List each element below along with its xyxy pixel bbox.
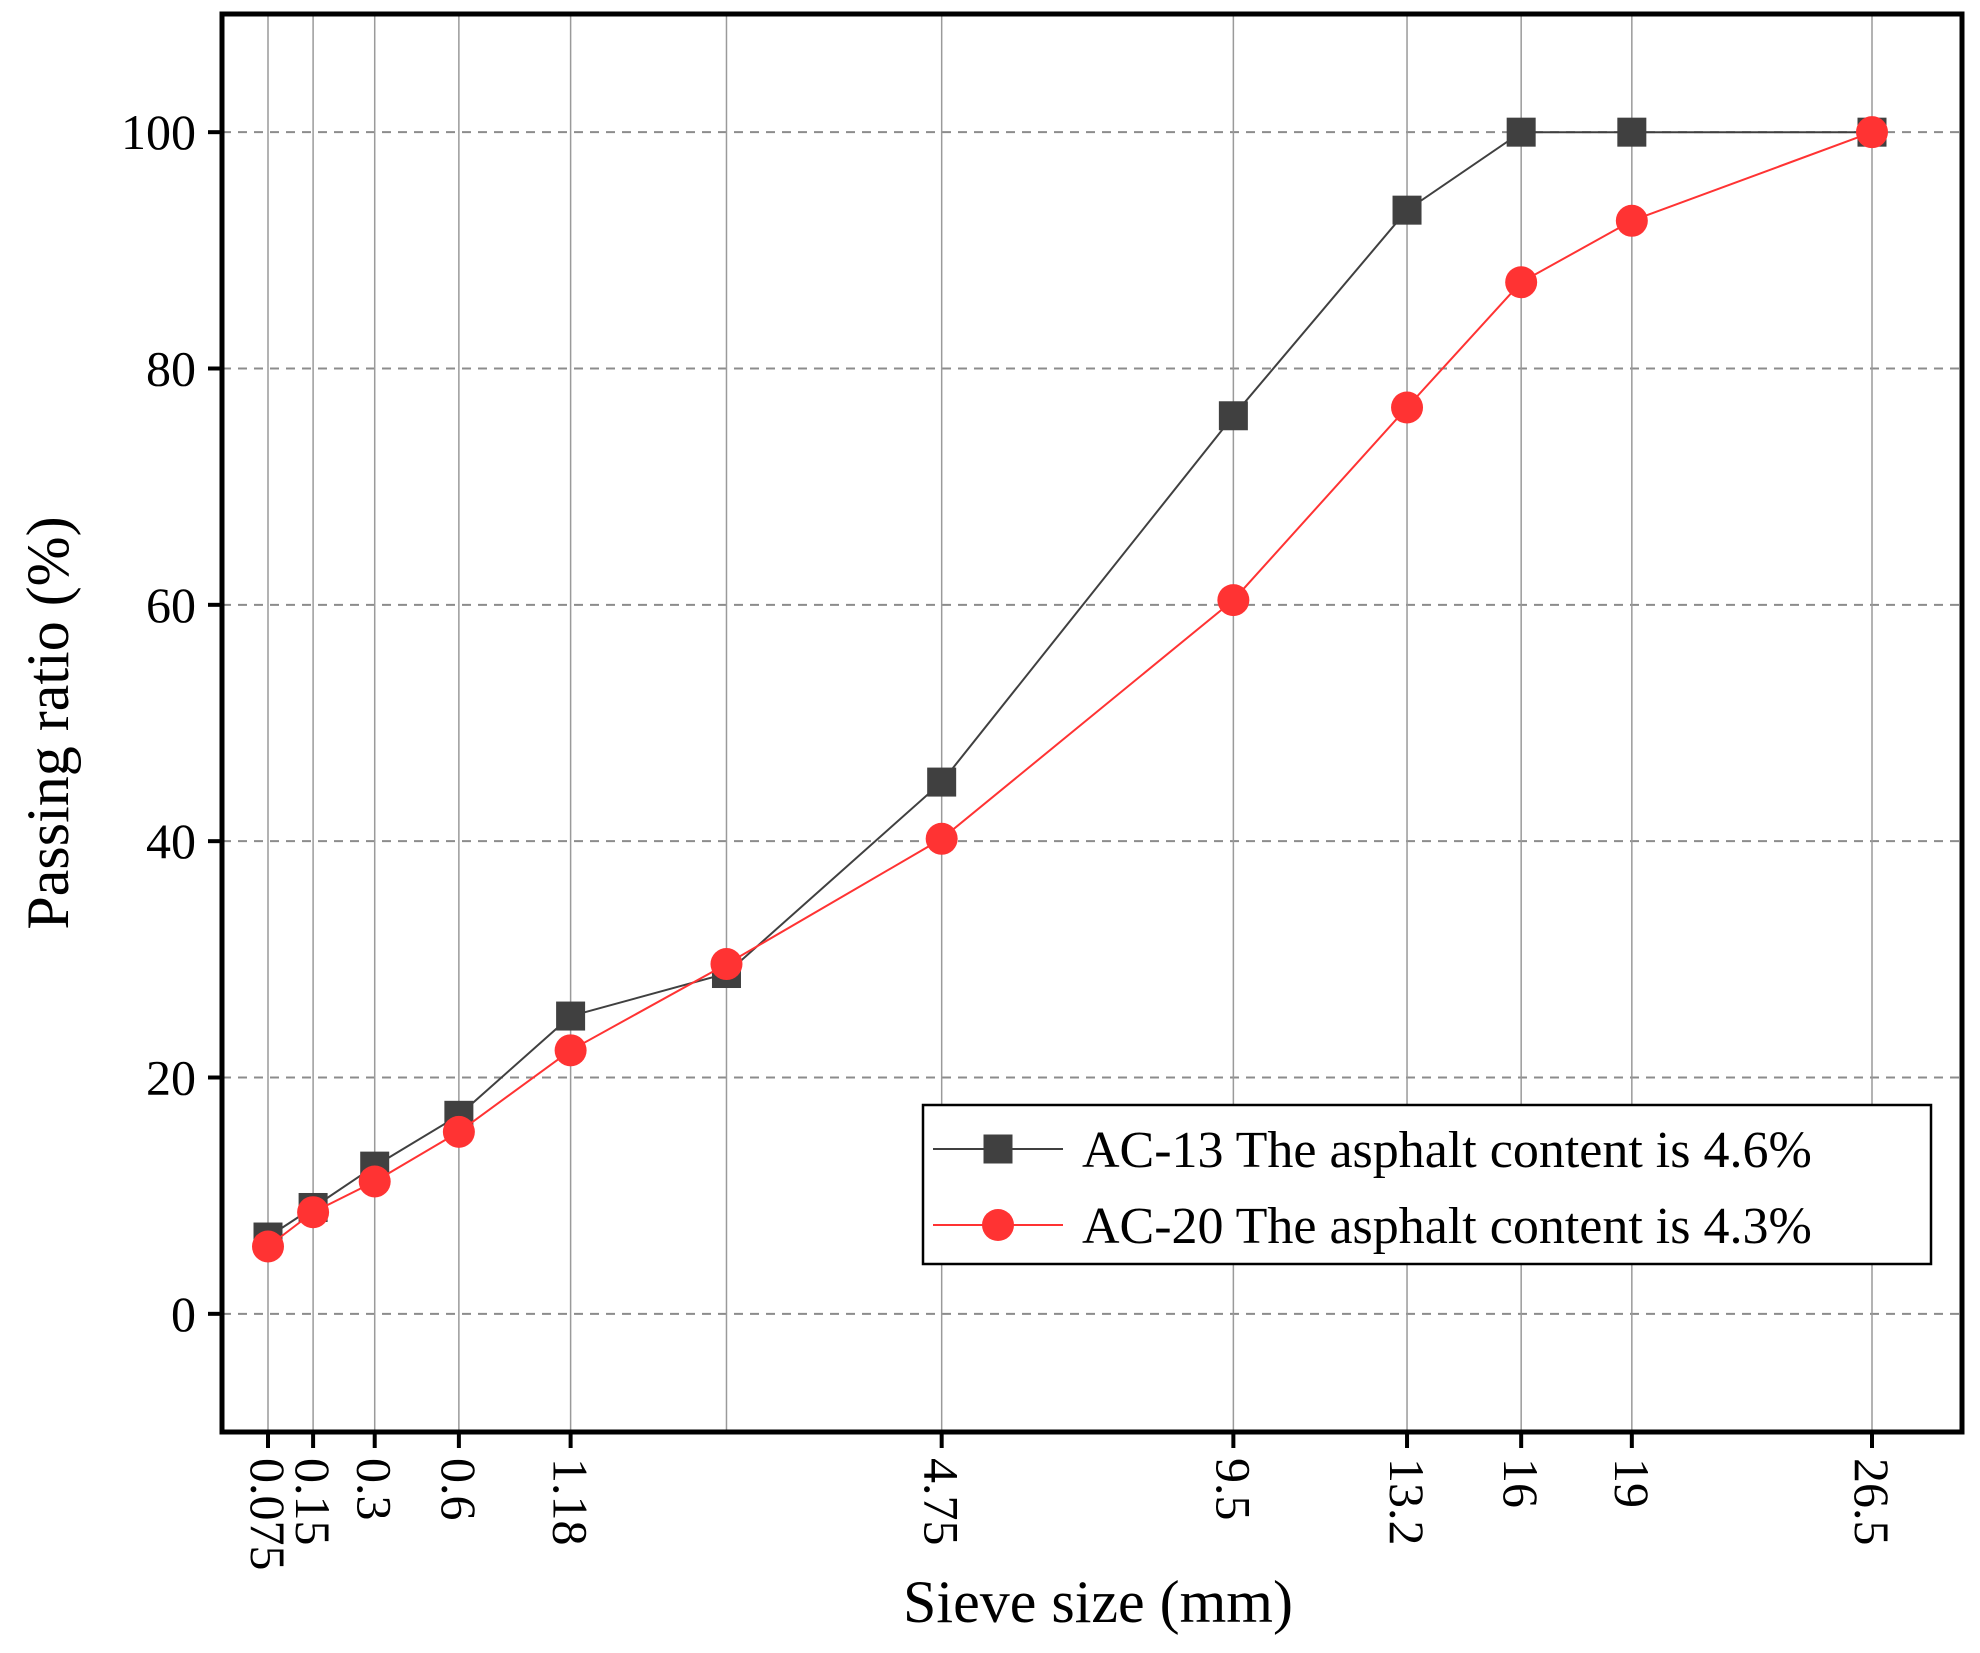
ac20-point — [925, 822, 958, 855]
ac20-point — [710, 948, 743, 981]
ac20-point — [1856, 116, 1888, 149]
x-tick-label: 0.075 — [240, 1458, 296, 1571]
ac13-point — [1392, 195, 1422, 225]
ac13-point — [927, 767, 957, 797]
y-tick-label: 100 — [121, 104, 196, 160]
x-tick-label: 0.15 — [285, 1458, 341, 1546]
ac13-point — [1617, 117, 1647, 147]
x-tick-label: 9.5 — [1205, 1458, 1261, 1521]
ac20-point — [358, 1165, 391, 1198]
ac20-point — [1391, 391, 1424, 424]
ac20-point — [252, 1230, 284, 1263]
y-axis-title: Passing ratio (%) — [15, 516, 81, 929]
x-tick-label: 4.75 — [914, 1458, 970, 1546]
y-tick-label: 20 — [146, 1050, 196, 1106]
ac13-point — [556, 1001, 586, 1031]
ac20-point — [297, 1196, 330, 1229]
y-tick-label: 80 — [146, 341, 196, 397]
legend-circle-marker — [982, 1209, 1014, 1241]
series-layer — [252, 116, 1888, 1263]
y-tick-label: 40 — [146, 813, 196, 869]
plot-frame — [219, 11, 1965, 1435]
x-tick-label: 1.18 — [543, 1458, 599, 1546]
x-tick-label: 19 — [1604, 1458, 1660, 1508]
x-tick-label: 26.5 — [1844, 1458, 1900, 1546]
legend-box — [921, 1103, 1933, 1266]
legend-label: AC-13 The asphalt content is 4.6% — [1082, 1122, 1812, 1179]
legend: AC-13 The asphalt content is 4.6% AC-20 T… — [921, 1103, 1933, 1266]
y-tick-label: 0 — [171, 1286, 196, 1342]
x-axis-title: Sieve size (mm) — [903, 1569, 1293, 1635]
ac13-point — [1506, 117, 1536, 147]
x-tick-label: 13.2 — [1379, 1458, 1435, 1546]
x-tick-label: 0.3 — [347, 1458, 403, 1521]
ac20-point — [1505, 266, 1538, 299]
ac20-point — [554, 1034, 587, 1067]
ac20-point — [1615, 204, 1648, 237]
ac13-point — [1218, 401, 1248, 431]
ac20-point — [442, 1115, 475, 1148]
legend-label: AC-20 The asphalt content is 4.3% — [1082, 1198, 1812, 1255]
legend-square-marker — [983, 1134, 1013, 1164]
x-tick-label: 0.6 — [431, 1458, 487, 1521]
ac20-point — [1217, 584, 1250, 617]
x-tick-label: 16 — [1493, 1458, 1549, 1508]
y-tick-label: 60 — [146, 577, 196, 633]
